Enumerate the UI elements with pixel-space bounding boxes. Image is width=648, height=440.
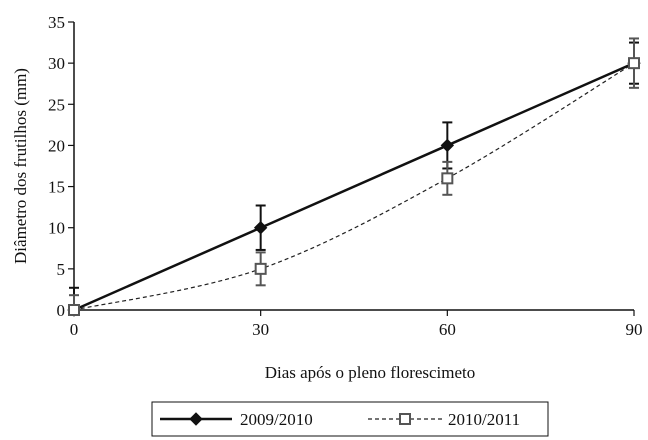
x-tick-label: 0 — [70, 320, 79, 339]
legend-label: 2009/2010 — [240, 410, 313, 429]
y-tick-label: 0 — [57, 301, 66, 320]
legend: 2009/2010 2010/2011 — [151, 401, 549, 437]
legend-item-2009-2010: 2009/2010 — [160, 410, 313, 429]
y-tick-label: 5 — [57, 260, 66, 279]
y-tick-label: 25 — [48, 95, 65, 114]
series-line — [73, 61, 635, 312]
legend-marker — [399, 413, 411, 425]
y-tick-label: 10 — [48, 219, 65, 238]
legend-label: 2010/2011 — [448, 410, 520, 429]
x-ticks: 0 30 60 90 — [70, 310, 643, 339]
data-point — [68, 304, 80, 316]
series-layer — [67, 37, 641, 317]
y-axis-label: Diâmetro dos frutilhos (mm) — [11, 68, 30, 264]
x-tick-label: 60 — [439, 320, 456, 339]
data-point — [253, 221, 268, 235]
x-tick-label: 30 — [252, 320, 269, 339]
legend-marker — [189, 412, 203, 426]
series-2010-2011 — [68, 37, 640, 316]
legend-item-2010-2011: 2010/2011 — [368, 410, 520, 429]
axes — [73, 22, 634, 311]
x-tick-label: 90 — [626, 320, 643, 339]
data-point — [441, 172, 454, 185]
y-tick-label: 35 — [48, 13, 65, 32]
y-tick-label: 20 — [48, 136, 65, 155]
data-point — [440, 138, 455, 153]
y-ticks: 0 5 10 15 20 25 30 35 — [48, 13, 74, 320]
x-axis-label: Dias após o pleno florescimeto — [265, 363, 476, 382]
series-2009-2010 — [67, 41, 641, 317]
y-tick-label: 15 — [48, 178, 65, 197]
y-tick-label: 30 — [48, 54, 65, 73]
data-point — [254, 262, 267, 275]
data-point — [628, 57, 640, 70]
